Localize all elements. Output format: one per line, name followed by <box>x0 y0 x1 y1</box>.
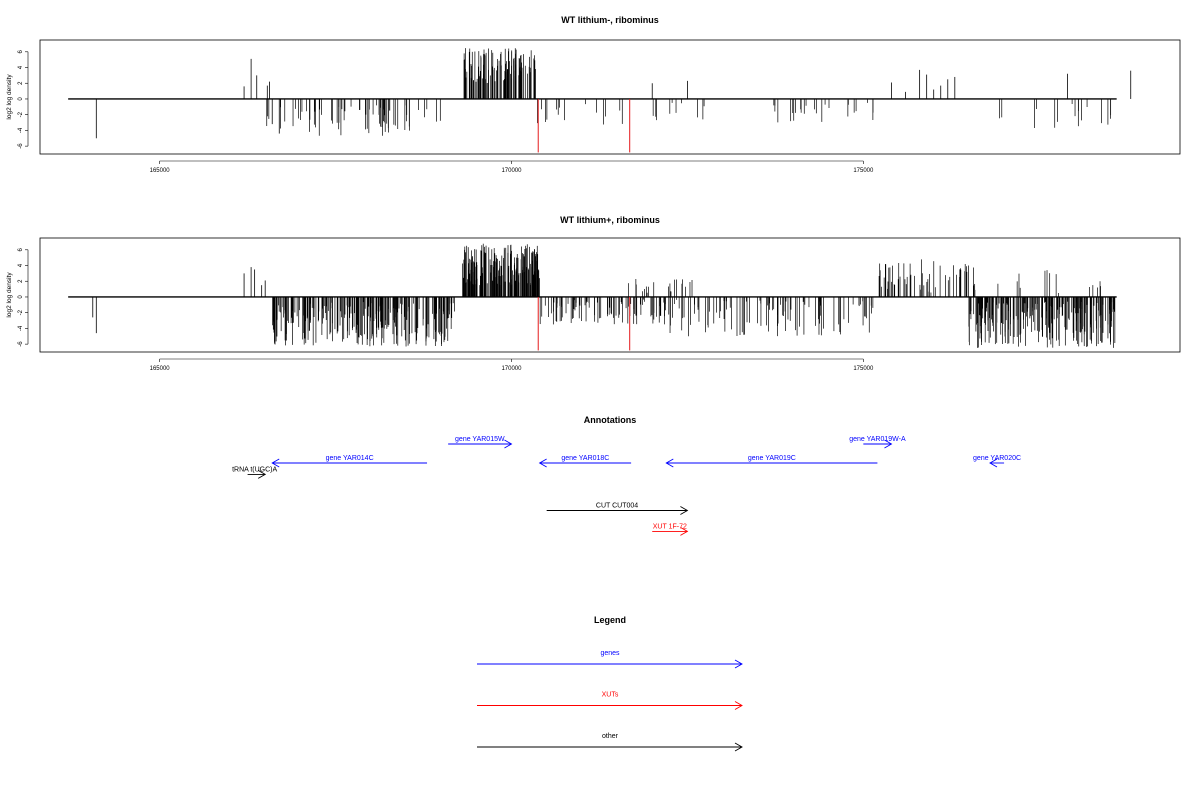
panel-1-y-axis: -6 -4 -2 0 2 4 6 <box>18 49 29 149</box>
panel-1-y-label: log2 log density <box>6 74 13 120</box>
legend-genes-arrowhead <box>734 659 743 669</box>
x-tick-label: 170000 <box>501 168 522 174</box>
legend-entries: genes XUTs other <box>477 650 743 752</box>
y-tick-label: -6 <box>18 143 24 149</box>
feature-label: gene YAR020C <box>973 455 1021 462</box>
y-tick-label: -2 <box>18 111 24 117</box>
y-tick-label: 6 <box>18 247 24 251</box>
annotations-title: Annotations <box>584 415 637 425</box>
panel-1-x-axis: 165000 170000 175000 <box>150 160 874 174</box>
annotations-panel: Annotations tRNA t(UGC)A gene YAR014C gene… <box>232 415 1021 536</box>
feature-label: gene YAR014C <box>326 455 374 462</box>
feature-arrowhead <box>665 458 674 468</box>
y-tick-label: -2 <box>18 309 24 315</box>
panel-2-bars <box>68 243 1117 351</box>
legend-other-arrowhead <box>734 742 743 752</box>
x-tick-label: 175000 <box>853 168 874 174</box>
y-tick-label: -4 <box>18 325 24 331</box>
y-tick-label: 4 <box>18 65 24 69</box>
feature-label: gene YAR018C <box>561 455 609 462</box>
legend-title: Legend <box>594 615 626 625</box>
y-tick-label: 4 <box>18 263 24 267</box>
legend-other-label: other <box>602 733 619 740</box>
y-tick-label: 2 <box>18 279 24 283</box>
x-tick-label: 175000 <box>853 366 874 372</box>
annotation-features: tRNA t(UGC)A gene YAR014C gene YAR015W gene… <box>232 436 1021 536</box>
panel-1: WT lithium-, ribominus -6 -4 -2 0 2 4 6 log2 l… <box>6 15 1181 174</box>
feature-arrowhead <box>680 506 689 515</box>
legend-genes-label: genes <box>600 650 620 657</box>
panel-2-title: WT lithium+, ribominus <box>560 215 660 225</box>
feature-arrowhead <box>680 527 689 536</box>
panel-2-x-axis: 165000 170000 175000 <box>150 358 874 372</box>
feature-label: CUT CUT004 <box>596 503 638 510</box>
legend-xut-arrowhead <box>734 701 743 710</box>
panel-2: WT lithium+, ribominus -6 -4 -2 0 2 4 6 log2 l… <box>6 215 1181 372</box>
panel-2-frame <box>39 237 1181 353</box>
y-tick-label: 0 <box>18 295 24 299</box>
feature-arrowhead <box>989 458 998 468</box>
panel-2-y-axis: -6 -4 -2 0 2 4 6 <box>18 247 29 347</box>
y-tick-label: 0 <box>18 97 24 101</box>
feature-arrowhead <box>538 458 547 468</box>
legend-xut-label: XUTs <box>602 692 619 699</box>
feature-label: gene YAR019C <box>748 455 796 462</box>
x-tick-label: 170000 <box>501 366 522 372</box>
legend-panel: Legend genes XUTs other <box>477 615 743 752</box>
panel-1-title: WT lithium-, ribominus <box>561 15 659 25</box>
feature-label: gene YAR019W-A <box>849 436 906 443</box>
panel-1-frame <box>39 39 1181 155</box>
feature-label: gene YAR015W <box>455 436 505 443</box>
feature-label: XUT 1F-72 <box>653 523 687 530</box>
feature-arrowhead <box>504 439 513 449</box>
panel-2-y-label: log2 log density <box>6 272 13 318</box>
y-tick-label: 6 <box>18 49 24 53</box>
feature-label: tRNA t(UGC)A <box>232 466 277 473</box>
x-tick-label: 165000 <box>150 366 171 372</box>
panel-1-bars <box>68 48 1132 153</box>
y-tick-label: -6 <box>18 341 24 347</box>
y-tick-label: 2 <box>18 81 24 85</box>
y-tick-label: -4 <box>18 127 24 133</box>
feature-arrowhead <box>257 470 267 479</box>
feature-arrowhead <box>884 439 893 449</box>
x-tick-label: 165000 <box>150 168 171 174</box>
feature-arrowhead <box>271 458 280 468</box>
